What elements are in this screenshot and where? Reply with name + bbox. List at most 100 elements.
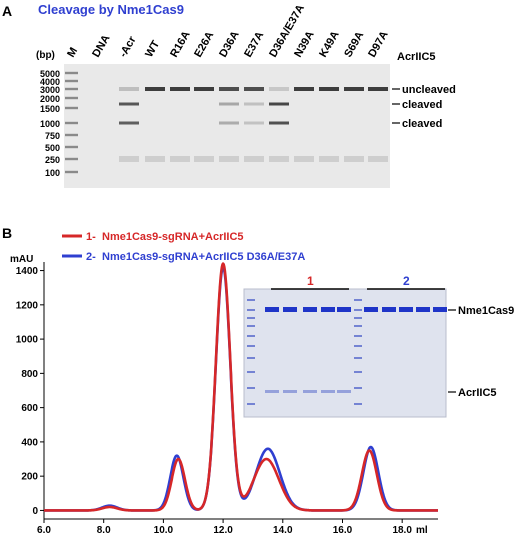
- gel-band: [344, 87, 364, 91]
- y-tick-label: 1000: [16, 335, 39, 346]
- gel-group-label-2: 2: [403, 274, 410, 288]
- cas9-band: [265, 307, 279, 312]
- agarose-gel: [64, 64, 390, 188]
- cas9-band: [283, 307, 297, 312]
- y-tick-label: 800: [21, 369, 38, 380]
- gel-band: [244, 121, 264, 125]
- panel-b-label: B: [2, 225, 12, 241]
- cas9-band: [416, 307, 430, 312]
- marker-band: [247, 299, 255, 301]
- gel-band: [119, 87, 139, 91]
- ladder-size-label: 2000: [40, 94, 60, 104]
- primer-smear: [294, 156, 314, 162]
- gel-band: [219, 102, 239, 106]
- bp-label: (bp): [36, 50, 55, 61]
- gel-band: [170, 87, 190, 91]
- marker-band: [354, 299, 362, 301]
- gel-band-label-nme1cas9: Nme1Cas9: [458, 305, 514, 317]
- lane-label: K49A: [317, 29, 341, 59]
- gel-band: [244, 87, 264, 91]
- cas9-band: [303, 307, 317, 312]
- cas9-band: [337, 307, 351, 312]
- gel-group-label-1: 1: [307, 274, 314, 288]
- acr-band: [303, 390, 317, 393]
- x-tick-label: 18.0: [392, 525, 412, 536]
- gel-band: [119, 121, 139, 125]
- ladder-band: [65, 106, 78, 110]
- marker-band: [247, 387, 255, 389]
- cas9-band: [364, 307, 378, 312]
- sds-bands: [247, 299, 447, 405]
- gel-band: [219, 87, 239, 91]
- ladder-size-label: 250: [45, 155, 60, 165]
- chromatogram-traces: [43, 262, 439, 512]
- trace-line: [43, 262, 439, 512]
- ladder-band: [65, 121, 78, 125]
- x-tick-label: 14.0: [273, 525, 293, 536]
- acr-band: [265, 390, 279, 393]
- y-tick-label: 400: [21, 437, 38, 448]
- ladder-size-label: 1000: [40, 119, 60, 129]
- gel-band: [319, 87, 339, 91]
- marker-band: [354, 325, 362, 327]
- primer-smear: [119, 156, 139, 162]
- marker-band: [354, 357, 362, 359]
- legend-text-1: Nme1Cas9-sgRNA+AcrIIC5: [102, 231, 244, 243]
- ladder-band: [65, 170, 78, 174]
- marker-band: [354, 387, 362, 389]
- gel-bands: [65, 71, 388, 174]
- marker-band: [247, 371, 255, 373]
- lane-label: E37A: [242, 30, 266, 60]
- x-tick-label: 10.0: [154, 525, 174, 536]
- cas9-band: [382, 307, 396, 312]
- gel-band: [145, 87, 165, 91]
- primer-smear: [244, 156, 264, 162]
- ladder-band: [65, 96, 78, 100]
- primer-smear: [194, 156, 214, 162]
- ladder-band: [65, 145, 78, 149]
- lane-label: D97A: [366, 29, 390, 59]
- ladder-size-label: 4000: [40, 77, 60, 87]
- lane-label: DNA: [90, 33, 112, 60]
- x-tick-label: 8.0: [97, 525, 111, 536]
- ladder-size-label: 5000: [40, 69, 60, 79]
- y-tick-label: 1400: [16, 266, 39, 277]
- marker-band: [354, 317, 362, 319]
- gel-band: [294, 87, 314, 91]
- lane-label: R16A: [168, 29, 192, 59]
- marker-band: [354, 371, 362, 373]
- lane-label: WT: [143, 38, 162, 59]
- gel-band: [194, 87, 214, 91]
- marker-band: [354, 335, 362, 337]
- ladder-size-label: 750: [45, 131, 60, 141]
- legend-index-2: 2-: [86, 251, 96, 263]
- primer-smear: [170, 156, 190, 162]
- ladder-band: [65, 71, 78, 75]
- y-ticks: 0 200 400 600 800 1000 1200 1400: [16, 266, 44, 517]
- gel-band: [368, 87, 388, 91]
- lane-label: E26A: [192, 30, 216, 60]
- band-label-cleaved-upper: cleaved: [402, 99, 442, 111]
- gel-band: [269, 87, 289, 91]
- marker-band: [354, 309, 362, 311]
- primer-smear: [145, 156, 165, 162]
- ladder-size-label: 500: [45, 143, 60, 153]
- x-tick-label: 16.0: [333, 525, 353, 536]
- primer-smear: [269, 156, 289, 162]
- cas9-band: [321, 307, 335, 312]
- y-tick-label: 600: [21, 403, 38, 414]
- lane-label: -Acr: [117, 34, 139, 60]
- ladder-band: [65, 157, 78, 161]
- gel-band: [219, 121, 239, 125]
- marker-band: [247, 403, 255, 405]
- band-label-cleaved-lower: cleaved: [402, 118, 442, 130]
- band-label-uncleaved: uncleaved: [402, 84, 456, 96]
- lane-label: D36A: [217, 29, 241, 59]
- legend-text-2: Nme1Cas9-sgRNA+AcrIIC5 D36A/E37A: [102, 251, 305, 263]
- gel-band: [269, 102, 289, 106]
- lane-label: N39A: [292, 29, 316, 59]
- marker-lane-label: M: [65, 46, 80, 60]
- y-tick-label: 200: [21, 472, 38, 483]
- lane-label: S69A: [342, 30, 366, 60]
